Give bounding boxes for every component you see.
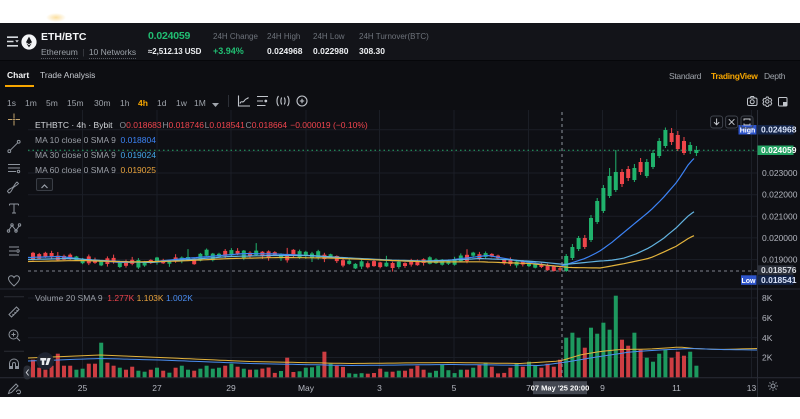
svg-text:6K: 6K <box>762 313 773 323</box>
svg-text:0.022000: 0.022000 <box>762 190 798 200</box>
svg-text:0.023000: 0.023000 <box>762 168 798 178</box>
svg-text:25: 25 <box>78 383 88 393</box>
svg-text:27: 27 <box>152 383 162 393</box>
svg-text:13: 13 <box>747 383 757 393</box>
svg-text:High: High <box>740 128 756 135</box>
svg-text:0.018541: 0.018541 <box>761 275 797 285</box>
svg-text:0.021000: 0.021000 <box>762 211 798 221</box>
svg-text:0.024968: 0.024968 <box>761 125 797 135</box>
svg-text:11: 11 <box>672 383 681 393</box>
svg-text:8K: 8K <box>762 293 773 303</box>
svg-text:0.018576: 0.018576 <box>761 265 797 275</box>
svg-text:Low: Low <box>742 278 757 285</box>
svg-text:29: 29 <box>226 383 236 393</box>
svg-text:May: May <box>298 383 315 393</box>
svg-text:0.024059: 0.024059 <box>761 145 797 155</box>
svg-text:9: 9 <box>600 383 605 393</box>
svg-text:2K: 2K <box>762 353 773 363</box>
svg-text:3: 3 <box>377 383 382 393</box>
svg-text:5: 5 <box>452 383 457 393</box>
svg-text:4K: 4K <box>762 333 773 343</box>
svg-text:0.020000: 0.020000 <box>762 233 798 243</box>
svg-text:0.019000: 0.019000 <box>762 255 798 265</box>
svg-text:07 May '25 20:00: 07 May '25 20:00 <box>531 384 590 393</box>
svg-text:7: 7 <box>526 383 531 393</box>
